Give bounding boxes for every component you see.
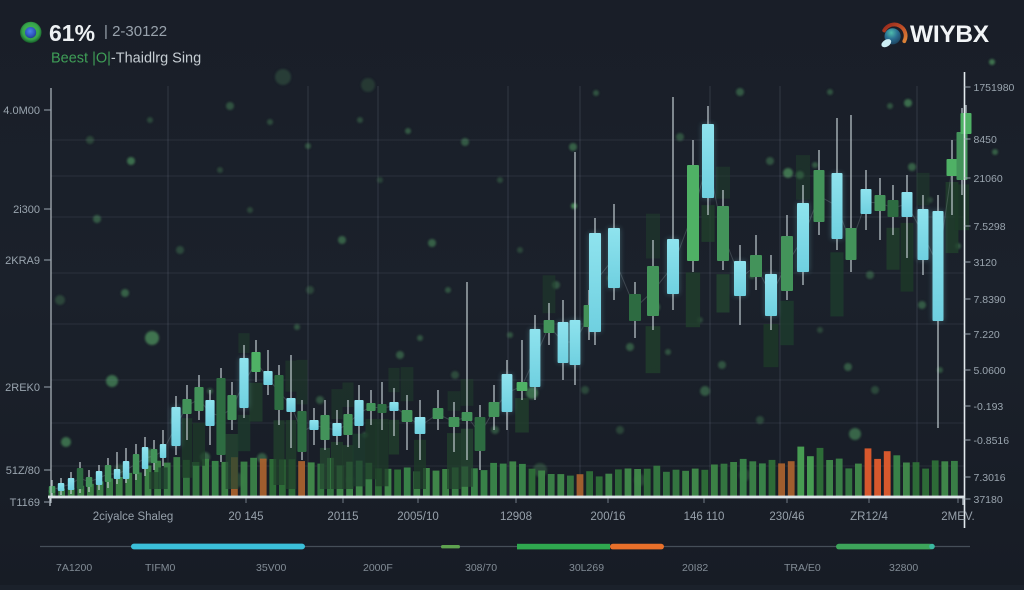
svg-text:3120: 3120 [974,257,998,269]
svg-text:2ciyalce Shaleg: 2ciyalce Shaleg [93,511,174,523]
svg-text:5.0600: 5.0600 [974,365,1006,377]
svg-text:7.8390: 7.8390 [974,294,1006,306]
svg-text:2000F: 2000F [363,562,393,574]
svg-text:35V00: 35V00 [256,562,287,574]
svg-text:2REK0: 2REK0 [5,382,40,394]
svg-text:2005/10: 2005/10 [397,511,439,523]
svg-text:308/70: 308/70 [465,562,497,574]
svg-text:7.220: 7.220 [974,329,1000,341]
svg-text:7.5298: 7.5298 [974,221,1006,233]
svg-text:7A1200: 7A1200 [56,562,92,574]
svg-text:2i300: 2i300 [13,204,40,216]
svg-text:200/16: 200/16 [590,511,625,523]
svg-text:-0.193: -0.193 [974,401,1004,413]
svg-text:8450: 8450 [974,134,998,146]
svg-text:51Z/80: 51Z/80 [6,465,40,477]
svg-text:30L269: 30L269 [569,562,604,574]
svg-text:7.3016: 7.3016 [974,472,1006,484]
svg-text:2MEV.: 2MEV. [941,511,974,523]
svg-text:-0.8516: -0.8516 [974,435,1010,447]
svg-text:20 145: 20 145 [228,511,263,523]
svg-text:20I82: 20I82 [682,562,708,574]
svg-text:ZR12/4: ZR12/4 [850,511,888,523]
svg-text:32800: 32800 [889,562,918,574]
svg-text:21060: 21060 [974,173,1003,185]
svg-text:20115: 20115 [327,511,358,523]
svg-text:T1169: T1169 [10,497,40,509]
svg-text:230/46: 230/46 [769,511,804,523]
svg-text:TIFM0: TIFM0 [145,562,175,574]
svg-text:Beest |O|-Thaidlrg Sing: Beest |O|-Thaidlrg Sing [51,51,201,67]
svg-text:TRA/E0: TRA/E0 [784,562,821,574]
svg-text:1751980: 1751980 [974,82,1015,94]
svg-text:2KRA9: 2KRA9 [5,255,40,267]
svg-text:4.0M00: 4.0M00 [3,105,40,117]
svg-text:12908: 12908 [500,511,532,523]
svg-text:146 110: 146 110 [684,511,725,523]
svg-text:37180: 37180 [974,494,1003,506]
svg-text:WIYBX: WIYBX [910,21,990,48]
svg-text:61%: 61% [49,20,95,46]
svg-text:| 2-30122: | 2-30122 [104,23,167,40]
